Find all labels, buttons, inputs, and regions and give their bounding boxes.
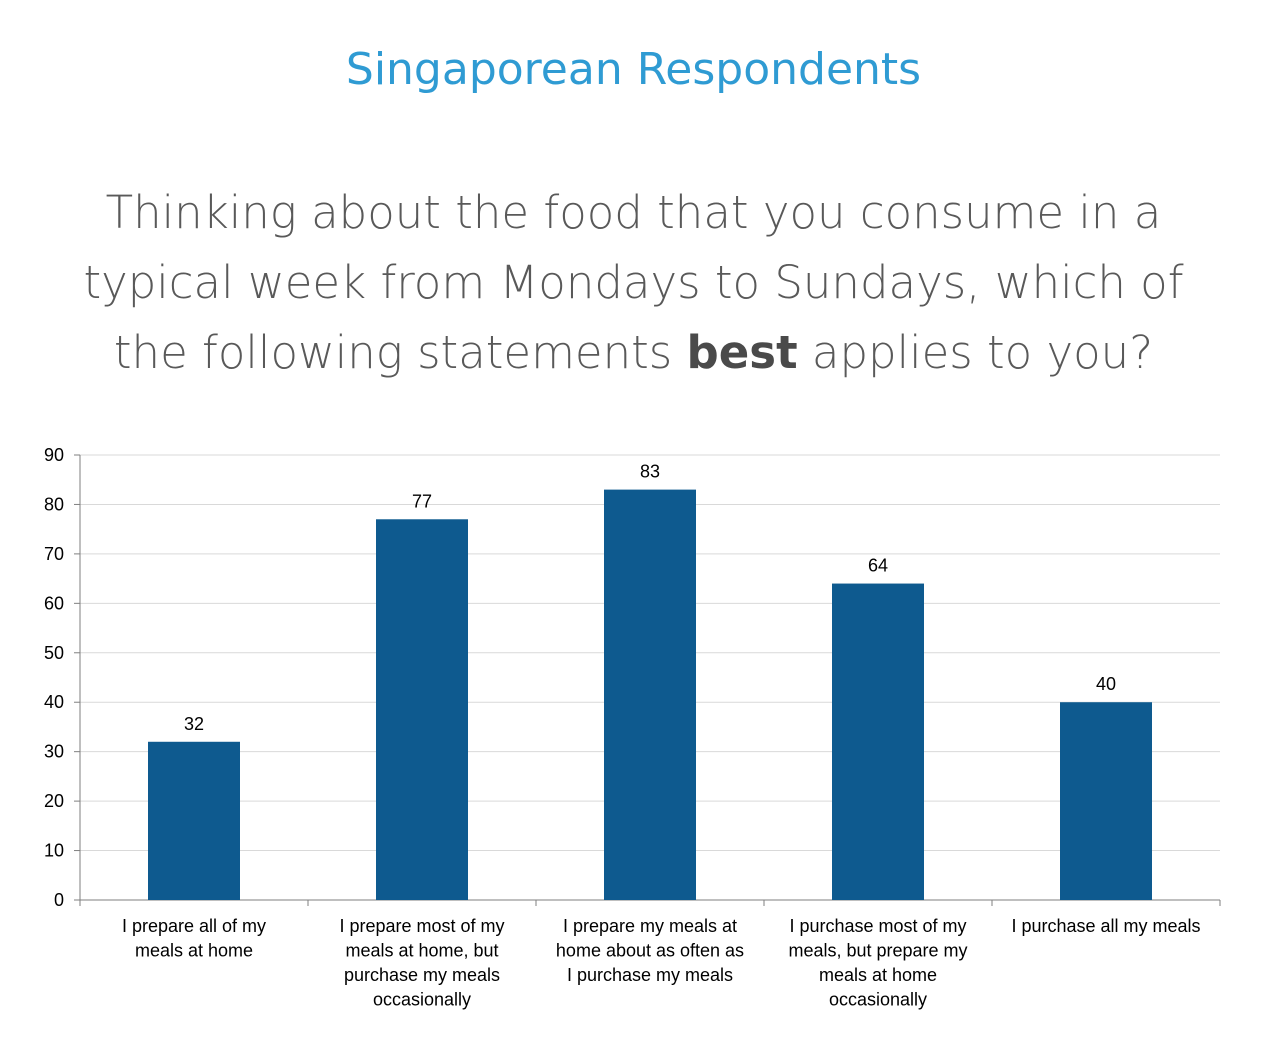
- y-tick-label: 90: [44, 445, 64, 465]
- x-tick-label-line: I prepare my meals at: [563, 916, 737, 936]
- y-tick-label: 20: [44, 791, 64, 811]
- y-tick-label: 70: [44, 544, 64, 564]
- question-text-end: applies to you?: [811, 326, 1154, 379]
- data-label: 64: [868, 556, 888, 576]
- x-tick-label-line: meals at home, but: [345, 941, 498, 961]
- x-tick-label-line: I prepare most of my: [339, 916, 504, 936]
- x-tick-label-line: I purchase my meals: [567, 965, 733, 985]
- x-tick-label-line: purchase my meals: [344, 965, 500, 985]
- bar: [604, 489, 696, 900]
- bar: [148, 741, 240, 900]
- y-tick-label: 0: [54, 890, 64, 910]
- y-tick-label: 80: [44, 494, 64, 514]
- data-label: 40: [1096, 674, 1116, 694]
- data-label: 77: [412, 491, 432, 511]
- y-tick-label: 50: [44, 643, 64, 663]
- data-label: 32: [184, 714, 204, 734]
- x-tick-label-line: occasionally: [829, 990, 927, 1010]
- x-tick-label: I prepare all of my meals at home: [122, 916, 266, 961]
- y-tick-label: 30: [44, 742, 64, 762]
- bar-chart: 0 10 20 30 40 50 60 70 80 90 32 I prepare all of my…: [44, 445, 1221, 1010]
- bar: [376, 519, 468, 900]
- x-tick-label-line: I purchase most of my: [789, 916, 966, 936]
- x-tick-label-line: meals at home: [819, 965, 937, 985]
- page-title: Singaporean Respondents: [345, 44, 922, 95]
- bar: [1060, 702, 1152, 900]
- x-tick-label-line: meals, but prepare my: [788, 941, 967, 961]
- x-tick-label: I prepare most of my meals at home, but pu…: [339, 916, 504, 1010]
- data-label: 83: [640, 462, 660, 482]
- x-tick-label: I purchase all my meals: [1011, 916, 1200, 936]
- x-tick-label-line: I prepare all of my: [122, 916, 266, 936]
- survey-question: Thinking about the food that you consume…: [40, 178, 1227, 388]
- x-tick-label-line: home about as often as: [556, 941, 744, 961]
- y-tick-label: 10: [44, 841, 64, 861]
- bar: [832, 583, 924, 900]
- x-tick-label-line: occasionally: [373, 990, 471, 1010]
- question-emphasis: best: [686, 326, 798, 379]
- x-tick-label-line: I purchase all my meals: [1011, 916, 1200, 936]
- question-text: Thinking about the food that you consume…: [83, 186, 1184, 379]
- x-tick-label: I prepare my meals at home about as often…: [556, 916, 744, 985]
- y-tick-label: 40: [44, 692, 64, 712]
- y-tick-label: 60: [44, 593, 64, 613]
- x-tick-label: I purchase most of my meals, but prepare …: [788, 916, 967, 1010]
- x-tick-label-line: meals at home: [135, 941, 253, 961]
